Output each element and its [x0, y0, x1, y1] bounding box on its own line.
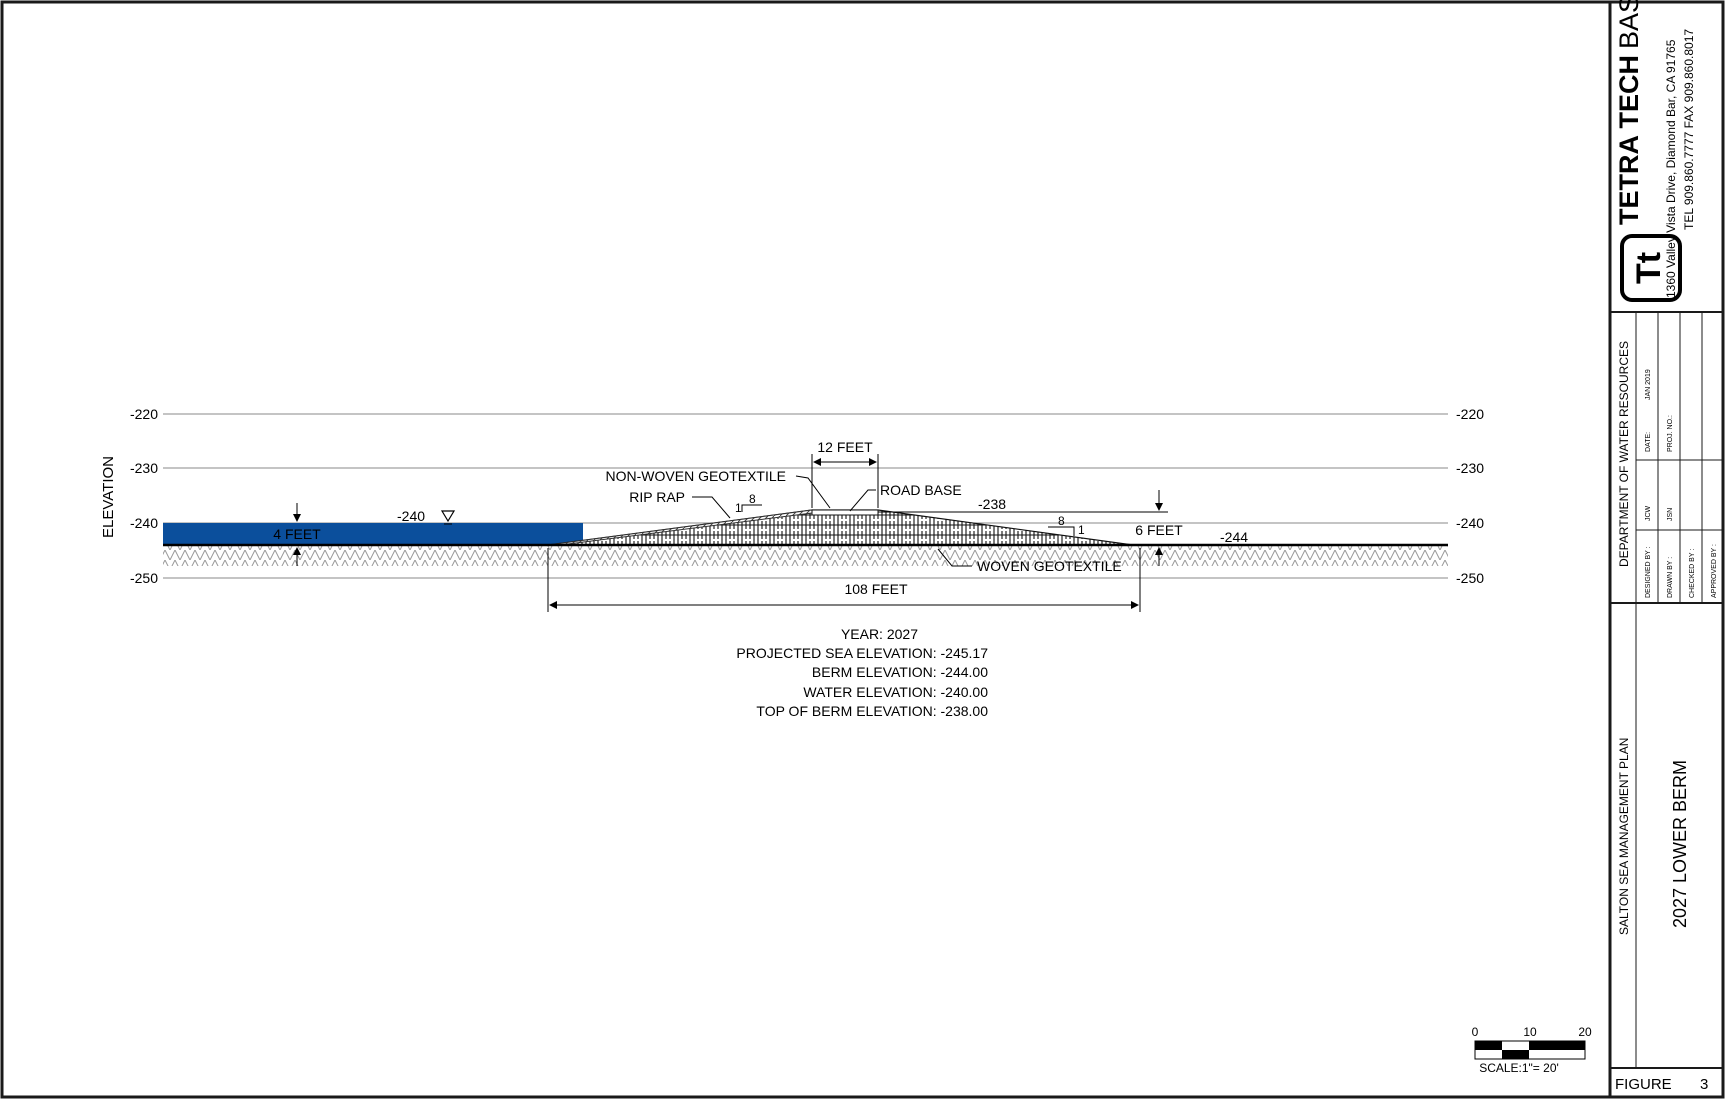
drawn-by-value: JSN — [1667, 508, 1674, 521]
logo-text: Tt — [1630, 252, 1668, 284]
tick-left-240: -240 — [130, 515, 158, 531]
drawn-by-label: DRAWN BY : — [1667, 557, 1674, 598]
tick-left-230: -230 — [130, 460, 158, 476]
label-slope-right-rise: 1 — [1078, 523, 1085, 537]
figure-label: FIGURE — [1615, 1076, 1672, 1093]
tick-right-240: -240 — [1456, 515, 1484, 531]
slope-indicator-left — [741, 504, 762, 512]
label-base-width: 108 FEET — [844, 581, 907, 597]
project-name: SALTON SEA MANAGEMENT PLAN — [1617, 738, 1631, 935]
label-water-elevation: -240 — [397, 508, 425, 524]
designed-by-label: DESIGNED BY : — [1645, 546, 1652, 598]
scale-tick-0: 0 — [1472, 1025, 1479, 1039]
company-logo: Tt — [1620, 234, 1682, 302]
title-block: Tt TETRA TECHBAS 1360 Valley Vista Drive… — [1610, 0, 1723, 1093]
label-slope-left-run: 8 — [749, 492, 756, 506]
tick-right-230: -230 — [1456, 460, 1484, 476]
client-name: DEPARTMENT OF WATER RESOURCES — [1617, 341, 1631, 567]
tick-left-250: -250 — [130, 570, 158, 586]
note-top-berm: TOP OF BERM ELEVATION: -238.00 — [756, 703, 988, 719]
label-road-base: ROAD BASE — [880, 482, 962, 498]
tick-right-250: -250 — [1456, 570, 1484, 586]
label-top-width: 12 FEET — [817, 439, 873, 455]
note-water-elevation: WATER ELEVATION: -240.00 — [803, 684, 988, 700]
date-value: JAN 2019 — [1645, 369, 1652, 400]
label-water-depth: 4 FEET — [273, 526, 321, 542]
label-slope-left-rise: 1 — [735, 501, 742, 515]
design-notes: YEAR: 2027 PROJECTED SEA ELEVATION: -245… — [736, 626, 988, 719]
proj-no-label: PROJ. NO.: — [1667, 415, 1674, 452]
company-address: 1360 Valley Vista Drive, Diamond Bar, CA… — [1664, 39, 1678, 298]
designed-by-value: JCW — [1645, 505, 1652, 521]
tick-right-220: -220 — [1456, 406, 1484, 422]
label-slope-right-run: 8 — [1058, 514, 1065, 528]
label-rip-rap: RIP RAP — [629, 489, 685, 505]
date-label: DATE: — [1645, 432, 1652, 452]
label-berm-base-elevation: -244 — [1220, 529, 1248, 545]
drawing-title: 2027 LOWER BERM — [1670, 760, 1690, 928]
approved-by-label: APPROVED BY : — [1711, 544, 1718, 598]
label-top-berm-elevation: -238 — [978, 496, 1006, 512]
scale-tick-20: 20 — [1578, 1025, 1592, 1039]
company-phone: TEL 909.860.7777 FAX 909.860.8017 — [1682, 29, 1696, 230]
checked-by-label: CHECKED BY : — [1689, 549, 1696, 598]
label-non-woven-geotextile: NON-WOVEN GEOTEXTILE — [606, 468, 786, 484]
road-base-layer — [811, 509, 879, 516]
label-woven-geotextile: WOVEN GEOTEXTILE — [977, 558, 1122, 574]
slope-indicator-right — [1048, 526, 1075, 536]
water-body — [163, 523, 583, 545]
note-berm-elevation: BERM ELEVATION: -244.00 — [812, 664, 988, 680]
scale-bar: 0 10 20 SCALE:1"= 20' — [1472, 1025, 1592, 1075]
axis-label-elevation: ELEVATION — [100, 456, 117, 538]
note-year: YEAR: 2027 — [841, 626, 918, 642]
note-projected-sea: PROJECTED SEA ELEVATION: -245.17 — [736, 645, 988, 661]
existing-ground-hatch — [163, 546, 1448, 566]
figure-number: 3 — [1700, 1076, 1708, 1093]
company-name: TETRA TECHBAS — [1614, 0, 1644, 225]
scale-tick-10: 10 — [1523, 1025, 1537, 1039]
label-berm-height: 6 FEET — [1135, 522, 1183, 538]
water-surface-symbol — [440, 510, 456, 523]
cross-section-diagram: -220 -230 -240 -250 -220 -230 -240 -250 … — [100, 406, 1484, 612]
tick-left-220: -220 — [130, 406, 158, 422]
scale-label: SCALE:1"= 20' — [1479, 1061, 1559, 1075]
